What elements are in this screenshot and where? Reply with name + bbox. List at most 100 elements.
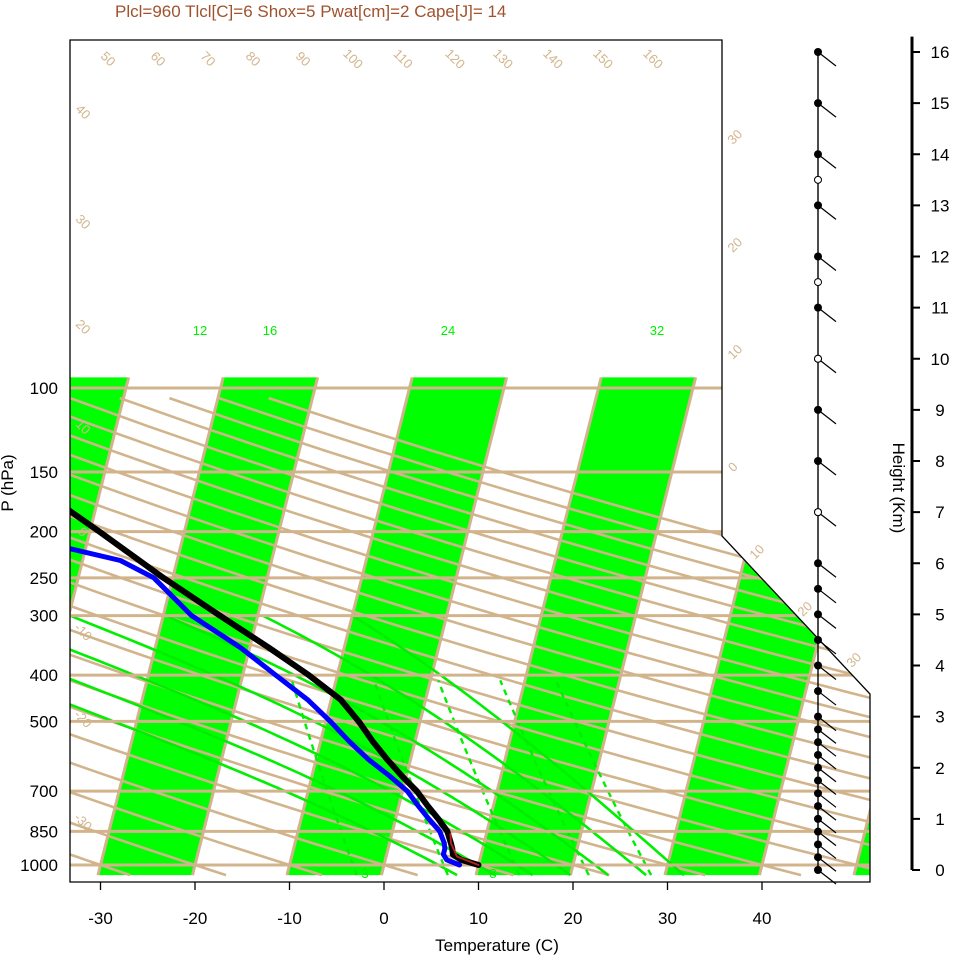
mixing-ratio-line	[499, 679, 590, 876]
chart-title: Plcl=960 Tlcl[C]=6 Shox=5 Pwat[cm]=2 Cap…	[115, 2, 506, 21]
dry-adiabat-label: 100	[340, 46, 366, 72]
pressure-tick-label: 1000	[20, 856, 58, 875]
dry-adiabat-label: 50	[98, 48, 119, 69]
x-axis-label: Temperature (C)	[435, 936, 559, 955]
wind-barb	[817, 460, 837, 476]
wind-barb	[817, 741, 837, 757]
height-tick-label: 4	[935, 657, 944, 676]
moist-adiabat-label: 3	[361, 866, 368, 881]
temperature-tick-label: 0	[379, 909, 388, 928]
wind-barb	[817, 856, 837, 872]
dry-adiabat-label: 130	[490, 46, 516, 72]
wind-barb	[817, 639, 837, 655]
wind-barb	[817, 204, 837, 220]
isotherm-label-right: 10	[724, 341, 745, 362]
mixing-ratio-lines	[290, 679, 653, 876]
dry-adiabat-label: 60	[148, 48, 169, 69]
mixing-ratio-line	[290, 679, 358, 876]
wind-profile	[814, 48, 837, 885]
dry-adiabat-line	[119, 396, 870, 877]
dewpoint-profile-line	[70, 405, 463, 868]
wind-barb	[817, 780, 837, 796]
pressure-tick-label: 700	[30, 782, 58, 801]
dry-adiabat-line	[70, 396, 870, 877]
dry-adiabat-label: 90	[293, 48, 314, 69]
height-tick-label: 1	[935, 810, 944, 829]
temperature-band	[70, 377, 129, 876]
isotherm-label-right: 10	[746, 541, 767, 562]
height-tick-label: 6	[935, 554, 944, 573]
wind-barb	[817, 869, 837, 885]
dry-adiabat-line	[70, 396, 870, 877]
temperature-tick-label: -10	[277, 909, 302, 928]
isotherm-label-left: 30	[73, 211, 94, 232]
height-tick-label: 2	[935, 759, 944, 778]
pressure-tick-label: 200	[30, 523, 58, 542]
isotherm-label-right: 30	[843, 649, 864, 670]
height-tick-label: 12	[931, 248, 950, 267]
dry-adiabat-line	[70, 396, 870, 877]
wind-barb	[817, 831, 837, 847]
isotherm-label-left: 40	[73, 101, 94, 122]
dry-adiabat-label: 160	[640, 46, 666, 72]
height-tick-label: 8	[935, 452, 944, 471]
wind-barb	[817, 792, 837, 808]
wind-barb	[817, 716, 837, 732]
dry-adiabat-line	[70, 396, 870, 877]
pressure-tick-label: 400	[30, 666, 58, 685]
height-tick-label: 7	[935, 503, 944, 522]
pressure-tick-label: 250	[30, 569, 58, 588]
pressure-tick-label: 850	[30, 822, 58, 841]
moist-adiabat-line	[70, 614, 458, 877]
height-tick-label: 10	[931, 350, 950, 369]
height-tick-label: 11	[931, 299, 949, 318]
temperature-band	[475, 377, 696, 876]
wind-open-dot	[814, 175, 822, 184]
pressure-tick-label: 300	[30, 607, 58, 626]
dry-adiabat-line	[70, 396, 870, 877]
dry-adiabat-line	[70, 396, 419, 877]
moist-adiabat-line	[70, 614, 572, 877]
isotherm-label-left: 20	[73, 316, 94, 337]
mixing-ratio-line	[437, 679, 521, 876]
isotherm-label-right: 20	[724, 234, 745, 255]
dry-adiabat-line	[70, 396, 870, 877]
temperature-tick-label: 20	[564, 909, 583, 928]
dry-adiabat-line	[70, 397, 227, 877]
height-tick-label: 5	[935, 605, 944, 624]
temperature-tick-label: 10	[469, 909, 488, 928]
height-tick-label: 9	[935, 401, 944, 420]
temperature-tick-label: -20	[183, 909, 208, 928]
dry-adiabat-label: 110	[391, 46, 416, 71]
dry-adiabat-label: 120	[442, 46, 468, 72]
dry-adiabat-label: 80	[243, 48, 264, 69]
moist-adiabat-line	[262, 614, 647, 877]
pressure-tick-label: 500	[30, 712, 58, 731]
mixing-ratio-line	[554, 679, 653, 876]
dry-adiabat-line	[70, 396, 870, 877]
isotherm-line	[948, 377, 961, 875]
height-tick-label: 13	[931, 196, 950, 215]
dry-adiabat-line	[70, 396, 870, 877]
isotherm-label-left: -20	[71, 707, 95, 731]
height-axis-label: Height (Km)	[889, 443, 908, 534]
wind-open-dot	[814, 354, 822, 363]
y-axis-label: P (hPa)	[0, 454, 17, 511]
isotherm-label-right: 30	[724, 126, 745, 147]
wind-open-dot	[814, 508, 822, 517]
wind-barb	[817, 153, 837, 169]
wind-barb	[817, 562, 837, 578]
wind-barb	[817, 843, 837, 859]
wind-barb	[817, 51, 837, 67]
height-tick-label: 3	[935, 708, 944, 727]
moist-adiabat-line	[70, 614, 534, 877]
wind-barb	[817, 613, 837, 629]
wind-barb	[817, 409, 837, 425]
parcel-profile-line	[449, 832, 480, 866]
height-tick-label: 16	[931, 43, 950, 62]
dry-adiabat-label: 140	[540, 46, 566, 72]
wind-barb	[817, 767, 837, 783]
dry-adiabat-line	[70, 396, 870, 877]
